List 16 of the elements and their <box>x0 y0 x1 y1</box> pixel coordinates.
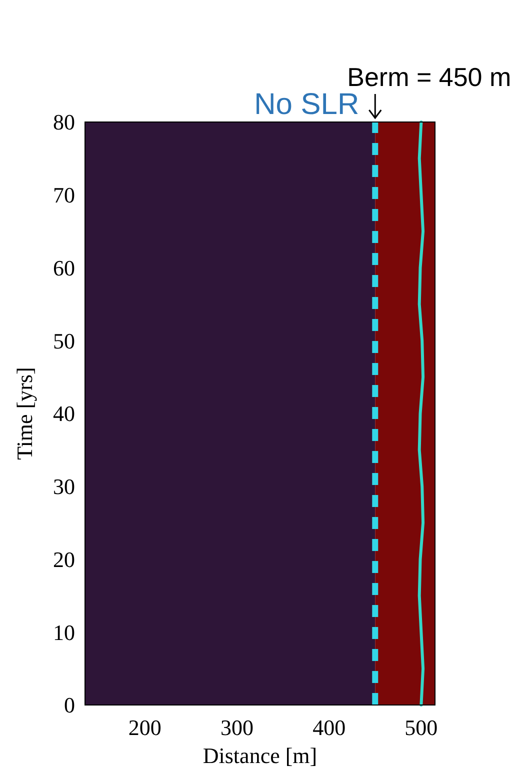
line-series <box>418 120 425 706</box>
y-axis-title: Time [yrs] <box>12 367 37 460</box>
x-tick-label: 300 <box>220 715 254 740</box>
y-tick-label: 30 <box>53 474 75 500</box>
y-tick-label: 40 <box>53 401 75 426</box>
y-tick-label: 60 <box>53 255 75 280</box>
y-tick-label: 10 <box>53 620 75 645</box>
y-tick-label: 0 <box>64 692 75 718</box>
y-tick-label: 80 <box>53 110 75 135</box>
x-axis-title: Distance [m] <box>202 743 318 768</box>
y-tick-label: 20 <box>53 546 75 572</box>
y-tick-label: 50 <box>53 328 75 354</box>
x-tick-label: 500 <box>404 715 438 740</box>
x-tick-label: 200 <box>128 715 162 740</box>
x-tick-label: 400 <box>312 715 346 740</box>
y-tick-label: 70 <box>53 182 75 208</box>
